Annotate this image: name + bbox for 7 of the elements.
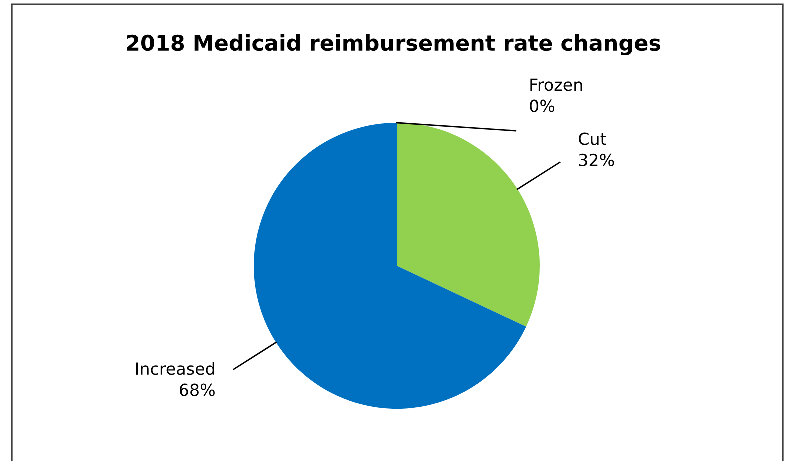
slice-label: Cut xyxy=(579,132,606,146)
data-label: 68% xyxy=(180,384,215,396)
text: 0% xyxy=(530,100,555,112)
chart-title: 2018 Medicaid reimbursement rate changes xyxy=(127,34,660,56)
slice-label: Increased xyxy=(136,362,214,376)
category-label: Frozen xyxy=(530,78,582,92)
data-label: 32% xyxy=(579,154,614,166)
